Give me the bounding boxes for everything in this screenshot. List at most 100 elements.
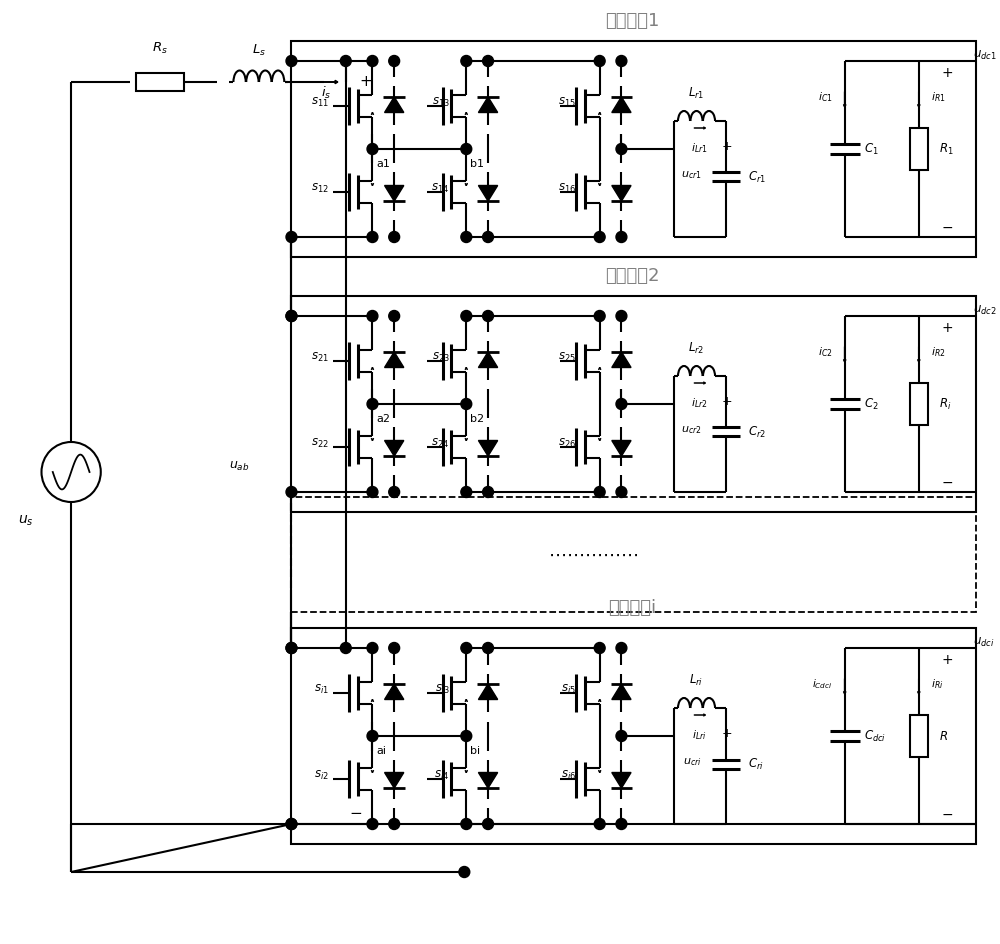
- Text: $\cdots\cdots\cdots\cdots\cdots$: $\cdots\cdots\cdots\cdots\cdots$: [548, 546, 638, 564]
- Circle shape: [389, 311, 400, 322]
- Circle shape: [367, 486, 378, 497]
- Bar: [136, 73, 184, 91]
- Circle shape: [594, 818, 605, 830]
- Text: ai: ai: [376, 746, 386, 756]
- Text: $s_{i1}$: $s_{i1}$: [314, 683, 329, 696]
- Text: $s_{13}$: $s_{13}$: [432, 95, 450, 109]
- Text: $C_1$: $C_1$: [864, 142, 879, 157]
- Text: $+$: $+$: [721, 141, 732, 154]
- Text: $u_{cr1}$: $u_{cr1}$: [681, 169, 701, 181]
- Circle shape: [594, 486, 605, 497]
- Text: $u_{ab}$: $u_{ab}$: [229, 460, 249, 473]
- Circle shape: [286, 311, 297, 322]
- Bar: [910, 715, 928, 757]
- Text: $s_{i4}$: $s_{i4}$: [434, 768, 450, 782]
- Circle shape: [286, 818, 297, 830]
- Circle shape: [367, 311, 378, 322]
- Circle shape: [483, 818, 493, 830]
- Polygon shape: [612, 441, 631, 456]
- Circle shape: [461, 231, 472, 243]
- Text: $s_{22}$: $s_{22}$: [311, 436, 329, 449]
- Text: $u_{cr2}$: $u_{cr2}$: [681, 424, 701, 436]
- Text: $L_{r1}$: $L_{r1}$: [688, 86, 705, 101]
- Circle shape: [367, 731, 378, 741]
- Text: $+$: $+$: [941, 321, 953, 335]
- Text: 整流单兴2: 整流单兴2: [605, 267, 660, 285]
- Polygon shape: [385, 97, 404, 112]
- Circle shape: [286, 311, 297, 322]
- Bar: [910, 128, 928, 170]
- Circle shape: [389, 643, 400, 653]
- Circle shape: [594, 231, 605, 243]
- Circle shape: [616, 486, 627, 497]
- Circle shape: [286, 643, 297, 653]
- Circle shape: [616, 143, 627, 155]
- Text: $C_{r1}$: $C_{r1}$: [748, 170, 766, 184]
- Circle shape: [286, 56, 297, 66]
- FancyBboxPatch shape: [291, 41, 976, 257]
- Polygon shape: [385, 683, 404, 700]
- Text: $s_{i5}$: $s_{i5}$: [561, 683, 576, 696]
- Text: 整流单兴1: 整流单兴1: [605, 12, 659, 30]
- Text: $C_{r2}$: $C_{r2}$: [748, 425, 766, 440]
- Polygon shape: [612, 97, 631, 112]
- Text: $s_{16}$: $s_{16}$: [558, 181, 576, 194]
- Text: $R_i$: $R_i$: [939, 396, 951, 412]
- Circle shape: [286, 818, 297, 830]
- Polygon shape: [612, 772, 631, 788]
- Circle shape: [367, 231, 378, 243]
- Polygon shape: [478, 352, 498, 367]
- Text: $u_{cri}$: $u_{cri}$: [683, 756, 701, 767]
- Circle shape: [340, 56, 351, 66]
- Text: $i_{R1}$: $i_{R1}$: [931, 90, 945, 104]
- Text: $R_1$: $R_1$: [939, 142, 953, 157]
- Circle shape: [461, 643, 472, 653]
- Polygon shape: [478, 683, 498, 700]
- Circle shape: [367, 398, 378, 410]
- Text: $-$: $-$: [941, 220, 953, 234]
- Text: $u_{dc2}$: $u_{dc2}$: [973, 303, 997, 316]
- Text: $C_{dci}$: $C_{dci}$: [864, 729, 887, 744]
- Circle shape: [461, 818, 472, 830]
- Circle shape: [461, 311, 472, 322]
- Text: $-$: $-$: [941, 807, 953, 821]
- Text: $i_{R2}$: $i_{R2}$: [931, 346, 945, 359]
- Text: bi: bi: [470, 746, 480, 756]
- Circle shape: [483, 486, 493, 497]
- Polygon shape: [385, 352, 404, 367]
- Text: $R_s$: $R_s$: [152, 41, 168, 56]
- Circle shape: [616, 56, 627, 66]
- Circle shape: [389, 231, 400, 243]
- Circle shape: [389, 818, 400, 830]
- Circle shape: [286, 486, 297, 497]
- Text: $i_{Ri}$: $i_{Ri}$: [931, 677, 943, 691]
- Circle shape: [367, 818, 378, 830]
- Circle shape: [616, 311, 627, 322]
- Circle shape: [286, 231, 297, 243]
- Text: $s_{26}$: $s_{26}$: [558, 436, 576, 449]
- Text: $s_{14}$: $s_{14}$: [431, 181, 450, 194]
- Circle shape: [616, 731, 627, 741]
- Text: a1: a1: [376, 159, 390, 169]
- Text: $s_{25}$: $s_{25}$: [558, 350, 576, 363]
- Text: $R$: $R$: [939, 730, 948, 743]
- Text: $L_{r2}$: $L_{r2}$: [688, 341, 705, 356]
- Text: $s_{11}$: $s_{11}$: [311, 95, 329, 109]
- Text: $i_{Cdci}$: $i_{Cdci}$: [812, 677, 833, 691]
- Circle shape: [367, 643, 378, 653]
- Text: $-$: $-$: [941, 475, 953, 489]
- Polygon shape: [385, 186, 404, 201]
- Text: a2: a2: [376, 414, 390, 424]
- Circle shape: [389, 56, 400, 66]
- Circle shape: [389, 486, 400, 497]
- Circle shape: [483, 311, 493, 322]
- Text: $+$: $+$: [941, 653, 953, 667]
- Polygon shape: [385, 441, 404, 456]
- Text: $s_{i3}$: $s_{i3}$: [435, 683, 450, 696]
- Text: $s_{12}$: $s_{12}$: [311, 181, 329, 194]
- Polygon shape: [612, 683, 631, 700]
- Circle shape: [594, 56, 605, 66]
- Text: $C_{ri}$: $C_{ri}$: [748, 756, 764, 771]
- Text: $C_2$: $C_2$: [864, 396, 879, 412]
- Polygon shape: [612, 186, 631, 201]
